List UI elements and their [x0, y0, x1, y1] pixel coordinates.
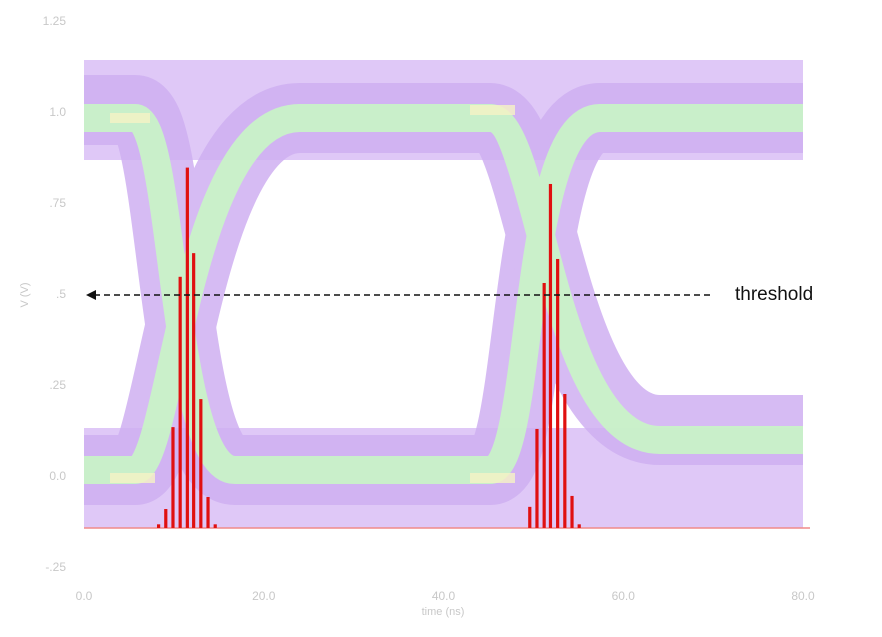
y-tick-label: .75	[49, 196, 66, 210]
plot: -.25 0.0 .25 .5 .75 1.0 1.25 0.0 20.0 40.0 60.0 80.…	[43, 14, 815, 603]
y-tick-label: 0.0	[49, 469, 66, 483]
eye-traces	[84, 60, 803, 528]
histogram-bar	[528, 506, 532, 528]
histogram-bar	[199, 399, 203, 528]
y-tick-label: 1.0	[49, 105, 66, 119]
histogram-bar	[192, 253, 196, 528]
y-axis-title: V (V)	[19, 282, 31, 307]
histogram-bar	[548, 183, 553, 528]
x-tick-label: 60.0	[612, 589, 636, 603]
threshold-label: threshold	[735, 284, 813, 305]
histogram-bar	[535, 428, 539, 528]
histogram-bar	[563, 394, 567, 528]
histogram-bar	[206, 497, 210, 528]
x-axis-title: time (ns)	[422, 606, 465, 618]
histogram-bar	[577, 524, 581, 528]
y-tick-label: -.25	[45, 560, 66, 574]
histogram-bar	[213, 524, 217, 528]
histogram-bar	[542, 282, 546, 528]
y-tick-label: .5	[56, 287, 66, 301]
histogram-bar	[178, 276, 182, 528]
x-tick-label: 0.0	[76, 589, 93, 603]
histogram-bar	[570, 495, 574, 528]
histogram-bar	[171, 427, 175, 528]
x-tick-label: 40.0	[432, 589, 456, 603]
x-tick-label: 80.0	[791, 589, 815, 603]
histogram-bar	[156, 524, 161, 528]
histogram-bar	[164, 509, 168, 528]
y-tick-label: 1.25	[43, 14, 67, 28]
threshold-arrowhead	[86, 290, 96, 300]
y-tick-label: .25	[49, 378, 66, 392]
x-tick-label: 20.0	[252, 589, 276, 603]
histogram-bar	[556, 258, 560, 528]
histogram-bar	[185, 167, 189, 528]
